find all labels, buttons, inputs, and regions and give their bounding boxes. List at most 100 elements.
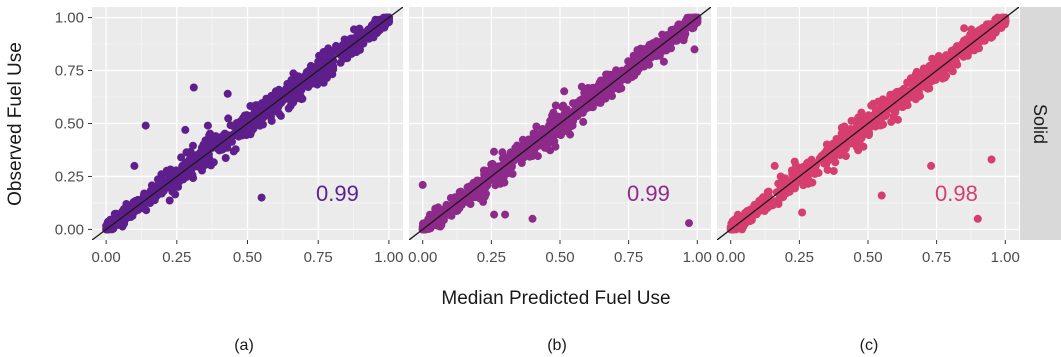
- data-point: [588, 103, 597, 112]
- data-point: [268, 106, 277, 115]
- data-point: [329, 46, 338, 55]
- facet-strip: [1020, 7, 1061, 240]
- x-tick-label: 0.50: [853, 249, 882, 266]
- x-tick-label: 0.75: [304, 249, 333, 266]
- data-point: [485, 166, 494, 175]
- x-tick-label: 1.00: [991, 249, 1020, 266]
- data-point: [431, 204, 440, 213]
- data-point: [384, 16, 392, 25]
- data-point: [181, 158, 190, 167]
- data-point: [972, 31, 981, 40]
- data-point: [499, 173, 508, 182]
- data-point: [577, 82, 586, 91]
- data-point: [567, 112, 576, 121]
- data-point: [327, 53, 336, 62]
- panel-b-reference-line: [409, 7, 711, 240]
- data-point: [948, 47, 957, 56]
- data-point: [270, 90, 279, 99]
- data-point: [284, 104, 293, 113]
- x-tick-label: 0.75: [614, 249, 643, 266]
- data-point: [224, 114, 233, 123]
- data-point: [240, 111, 249, 120]
- data-point: [608, 92, 616, 101]
- data-point: [259, 102, 268, 111]
- data-point: [511, 143, 520, 152]
- data-point: [182, 148, 191, 157]
- x-axis-title: Median Predicted Fuel Use: [441, 288, 670, 309]
- data-point: [596, 98, 605, 107]
- data-point: [226, 121, 235, 130]
- data-point: [776, 192, 785, 201]
- data-point: [662, 32, 671, 41]
- data-point: [209, 158, 218, 167]
- data-point-outlier: [690, 45, 699, 54]
- data-point: [579, 117, 588, 126]
- data-point: [259, 120, 267, 129]
- data-point: [221, 154, 230, 162]
- data-point: [560, 87, 569, 96]
- data-point: [118, 208, 127, 217]
- panel-a: 0.99 0.000.250.500.751.00 0.00 0.25 0.50 0.…: [55, 7, 403, 354]
- data-point: [846, 139, 855, 148]
- data-point-outlier: [141, 121, 150, 130]
- panel-b-x-ticks: 0.00 0.25 0.50 0.75 1.00: [408, 240, 712, 266]
- data-point: [840, 122, 849, 131]
- panel-b-r-label: 0.99: [627, 181, 670, 206]
- data-point-outlier: [501, 210, 510, 219]
- data-point-outlier: [770, 161, 779, 170]
- data-point: [893, 115, 902, 124]
- data-point: [244, 124, 253, 133]
- data-point: [554, 112, 562, 121]
- data-point: [894, 97, 902, 106]
- x-tick-label: 0.00: [408, 249, 437, 266]
- panel-b-points: [418, 13, 702, 234]
- data-point: [265, 95, 274, 104]
- panel-a-x-ticks: 0.00 0.25 0.50 0.75 1.00: [92, 240, 403, 266]
- data-point: [229, 147, 238, 156]
- data-point: [905, 93, 914, 102]
- data-point: [887, 117, 896, 126]
- data-point: [837, 134, 846, 143]
- data-point: [532, 122, 541, 131]
- data-point: [651, 50, 660, 59]
- data-point-outlier: [257, 193, 266, 202]
- data-point: [105, 224, 114, 233]
- data-point: [585, 91, 594, 100]
- data-point: [343, 46, 352, 55]
- data-point-outlier: [798, 208, 807, 217]
- data-point: [909, 75, 918, 84]
- data-point: [928, 54, 937, 63]
- data-point-outlier: [528, 214, 537, 223]
- data-point: [467, 193, 476, 202]
- data-point: [165, 196, 174, 205]
- data-point: [289, 98, 298, 107]
- data-point: [497, 162, 506, 171]
- data-point: [246, 102, 255, 110]
- data-point: [533, 152, 542, 161]
- data-point: [916, 92, 924, 101]
- panel-c-r-label: 0.98: [935, 181, 978, 206]
- data-point: [203, 156, 211, 165]
- facet-strip-label: Solid: [1030, 104, 1050, 144]
- data-point: [350, 25, 358, 34]
- y-tick-label: 0.00: [55, 221, 84, 238]
- data-point: [347, 39, 356, 48]
- data-point: [336, 58, 345, 67]
- data-point: [168, 184, 177, 193]
- data-point: [475, 177, 484, 186]
- panel-a-caption: (a): [234, 337, 254, 354]
- data-point: [829, 167, 838, 175]
- data-point: [310, 74, 319, 83]
- data-point-outlier: [490, 210, 499, 219]
- data-point: [838, 145, 847, 154]
- data-point: [171, 168, 180, 177]
- data-point: [561, 109, 570, 118]
- data-point: [356, 36, 365, 45]
- x-tick-label: 0.00: [92, 249, 121, 266]
- data-point: [211, 132, 220, 141]
- data-point: [427, 212, 436, 221]
- data-point: [857, 129, 866, 138]
- data-point-outlier: [685, 219, 693, 228]
- data-point: [859, 142, 868, 151]
